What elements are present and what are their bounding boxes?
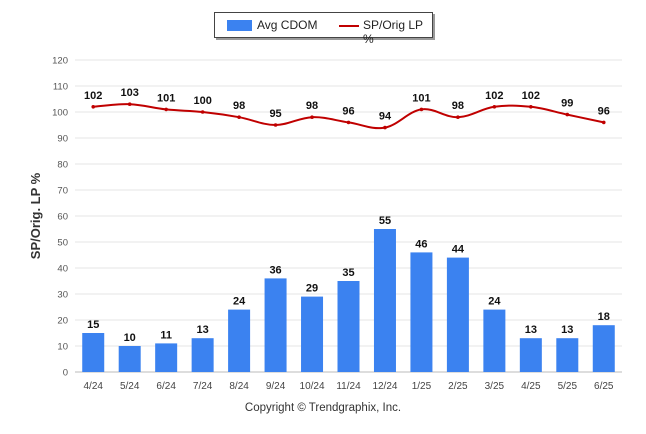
copyright-footer: Copyright © Trendgraphix, Inc. (244, 402, 402, 414)
y-tick-label: 90 (57, 134, 68, 145)
bar-data-label: 55 (379, 215, 391, 227)
bar-data-label: 35 (342, 267, 354, 279)
y-axis-title: SP/Orig. LP % (28, 172, 43, 259)
bar (519, 338, 542, 372)
line-data-label: 102 (522, 90, 540, 102)
bar (373, 229, 396, 372)
line-data-label: 101 (412, 92, 430, 104)
y-tick-label: 110 (53, 82, 68, 93)
y-tick-label: 80 (57, 160, 68, 171)
bar (118, 346, 141, 372)
y-tick-label: 120 (52, 56, 68, 67)
line-point (237, 115, 241, 119)
line-data-label: 96 (598, 105, 610, 117)
x-tick-label: 6/25 (594, 381, 614, 392)
line-data-label: 99 (561, 98, 573, 110)
x-tick-label: 9/24 (266, 381, 286, 392)
x-tick-label: 8/24 (229, 381, 249, 392)
y-tick-label: 50 (57, 238, 68, 249)
x-tick-label: 1/25 (412, 381, 432, 392)
line-point (127, 102, 132, 106)
bar (82, 333, 105, 372)
bar (155, 343, 178, 372)
x-tick-label: 11/24 (336, 381, 361, 392)
bar-data-label: 29 (306, 283, 318, 295)
bar-data-label: 13 (561, 324, 573, 336)
bar (556, 338, 579, 372)
y-tick-label: 20 (57, 316, 68, 327)
line-point (456, 115, 460, 119)
bar-data-label: 15 (87, 319, 99, 331)
x-tick-label: 12/24 (372, 381, 397, 392)
x-tick-label: 10/24 (300, 381, 325, 392)
legend-label-sp-orig: SP/Orig LP % (363, 18, 423, 46)
line-point (383, 125, 387, 130)
bar-data-label: 10 (124, 332, 136, 344)
line-data-label: 101 (157, 92, 175, 104)
y-tick-label: 40 (57, 264, 68, 275)
bar-data-label: 24 (488, 296, 501, 308)
bar (446, 257, 469, 372)
bar-data-label: 18 (598, 311, 610, 323)
bar-data-label: 24 (233, 296, 246, 308)
y-tick-label: 10 (57, 342, 68, 353)
bar (264, 278, 287, 372)
line-data-label: 100 (193, 95, 211, 107)
y-tick-label: 100 (52, 108, 68, 119)
bar (337, 281, 360, 372)
line-data-label: 102 (485, 90, 503, 102)
line-point (601, 120, 606, 125)
y-tick-label: 30 (57, 290, 68, 301)
line-point (492, 105, 497, 109)
line-point (91, 105, 96, 109)
legend: Avg CDOM SP/Orig LP % (214, 12, 433, 46)
x-tick-label: 7/24 (193, 381, 213, 392)
bar-data-label: 13 (197, 324, 209, 336)
line-point (310, 115, 314, 119)
line-data-label: 103 (121, 87, 139, 99)
x-tick-label: 5/25 (558, 381, 578, 392)
line-point (164, 107, 168, 112)
x-tick-label: 4/25 (521, 381, 541, 392)
y-tick-label: 60 (57, 212, 68, 223)
line-data-label: 94 (379, 111, 392, 123)
legend-swatch-sp-orig (339, 25, 359, 27)
line-data-label: 98 (306, 100, 318, 112)
line-data-label: 98 (233, 100, 245, 112)
x-tick-label: 3/25 (485, 381, 505, 392)
line-data-label: 102 (84, 90, 102, 102)
line-data-label: 96 (342, 105, 354, 117)
y-tick-label: 70 (57, 186, 68, 197)
line-point (346, 120, 351, 125)
bar (483, 309, 506, 372)
bar-data-label: 46 (415, 238, 427, 250)
bar-data-label: 11 (160, 329, 172, 341)
line-point (565, 112, 570, 117)
line-data-label: 95 (269, 108, 281, 120)
legend-label-avg-cdom: Avg CDOM (257, 18, 318, 32)
x-tick-label: 5/24 (120, 381, 140, 392)
legend-swatch-avg-cdom (227, 20, 252, 31)
line-point (200, 110, 205, 114)
bar-data-label: 13 (525, 324, 537, 336)
line-point (419, 107, 424, 112)
bar (301, 296, 324, 372)
bar (410, 252, 433, 372)
line-point (273, 123, 278, 127)
x-tick-label: 2/25 (448, 381, 468, 392)
bar (191, 338, 214, 372)
x-tick-label: 6/24 (156, 381, 176, 392)
x-tick-label: 4/24 (83, 381, 103, 392)
bar (592, 325, 615, 372)
line-data-label: 98 (452, 100, 464, 112)
bar-data-label: 44 (452, 244, 465, 256)
line-point (529, 105, 533, 109)
bar (228, 309, 251, 372)
y-tick-label: 0 (63, 368, 68, 379)
bar-data-label: 36 (269, 264, 281, 276)
